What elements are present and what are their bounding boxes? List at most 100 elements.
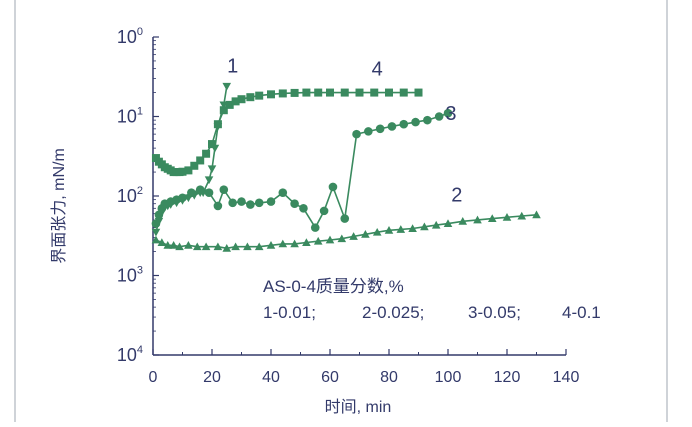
series-3-point [204, 188, 214, 198]
x-tick-label: 40 [262, 369, 280, 386]
series-3-point [364, 127, 373, 136]
series-3-point [434, 112, 444, 121]
series-2-point [313, 236, 323, 245]
series-4-point [314, 88, 323, 97]
series-label-4: 4 [372, 58, 383, 80]
x-tick-label: 60 [321, 369, 339, 386]
annotation-entry-4: 4-0.1 [562, 303, 601, 322]
series-3-point [423, 115, 432, 125]
series-label-3: 3 [445, 103, 456, 125]
series-2-point [384, 226, 394, 234]
series-3-point [375, 124, 385, 134]
x-axis-label: 时间, min [325, 398, 392, 416]
series-2-point [243, 242, 252, 251]
series-3-point [310, 223, 320, 232]
label-layer: 1 4 3 2 [227, 55, 462, 206]
series-4-point [178, 167, 187, 176]
y-tick-label: 101 [117, 106, 143, 127]
x-tick-label: 120 [494, 369, 521, 386]
series-4-point [385, 88, 393, 97]
x-tick-label: 140 [553, 369, 580, 386]
series-2-point [278, 239, 288, 248]
series-3-point [237, 197, 246, 206]
frame-border-right [666, 0, 668, 422]
series-layer [151, 82, 541, 252]
series-2-point [222, 243, 232, 252]
series-3-point [299, 204, 308, 213]
series-4-point [231, 97, 240, 106]
series-2-point [473, 215, 482, 224]
series-2-point [290, 239, 299, 248]
series-1-point [222, 82, 232, 91]
series-4-point [237, 95, 246, 104]
series-4-point [355, 88, 364, 97]
series-2-point [184, 240, 193, 249]
series-4-point [219, 106, 228, 115]
series-3-point [178, 193, 187, 203]
series-4-point [370, 88, 379, 97]
series-3-point [411, 117, 420, 127]
series-3-point [187, 188, 196, 198]
series-2-point [372, 227, 382, 236]
series-3-point [151, 219, 161, 228]
frame-border-left [14, 0, 16, 422]
series-3-point [228, 198, 237, 208]
series-2-point [163, 240, 173, 249]
series-3-point [290, 199, 299, 209]
series-3-point [278, 188, 288, 198]
series-2-point [169, 240, 178, 249]
series-3-point [219, 185, 229, 195]
annotation-entry-3: 3-0.05; [468, 303, 521, 322]
series-3-point [254, 198, 264, 208]
series-4-point [190, 161, 199, 170]
series-2-point [502, 212, 512, 221]
series-4-point [302, 88, 311, 97]
series-4-point [340, 88, 349, 97]
series-4-point [399, 88, 408, 97]
series-3-point [266, 197, 276, 206]
annotation-entry-1: 1-0.01; [263, 303, 316, 322]
series-4-point [326, 88, 334, 97]
series-2-point [443, 219, 453, 228]
series-3-point [387, 122, 397, 131]
series-2-point [532, 210, 541, 219]
series-4-point [267, 90, 275, 99]
series-label-1: 1 [227, 55, 238, 77]
series-2-point [213, 242, 223, 251]
series-4-point [255, 91, 264, 100]
axes-layer: 0 20 40 60 80 100 120 140 104 103 102 101 100 [117, 26, 580, 386]
series-3-point [195, 185, 205, 195]
y-tick-label: 103 [117, 265, 143, 286]
series-2-point [157, 238, 167, 246]
series-2-point [192, 242, 202, 251]
series-4-point [290, 88, 299, 97]
series-2-point [458, 217, 468, 225]
series-2-point [361, 229, 370, 238]
series-3-point [213, 201, 223, 211]
series-4-point [184, 166, 193, 175]
y-tick-label: 104 [117, 344, 143, 365]
series-3-point [154, 210, 164, 220]
x-tick-label: 20 [203, 369, 221, 386]
series-2-point [517, 211, 527, 220]
series-4-point [213, 120, 222, 129]
y-tick-label: 102 [117, 185, 143, 206]
series-1-point [204, 176, 214, 185]
series-2-point [254, 242, 264, 251]
series-2-point [151, 235, 161, 244]
series-2-point [325, 235, 335, 244]
series-4-point [414, 88, 423, 97]
series-3-point [328, 182, 338, 192]
y-tick-label: 100 [117, 26, 143, 47]
series-4-point [246, 93, 255, 102]
y-axis-label: 界面张力, mN/m [50, 148, 68, 264]
series-1-point [151, 228, 161, 237]
x-tick-label: 0 [149, 369, 158, 386]
series-2-point [302, 238, 311, 246]
series-1-point [207, 165, 217, 174]
x-tick-label: 80 [380, 369, 398, 386]
series-1-line [155, 86, 228, 233]
series-2-point [487, 214, 497, 223]
series-2-point [431, 220, 441, 229]
